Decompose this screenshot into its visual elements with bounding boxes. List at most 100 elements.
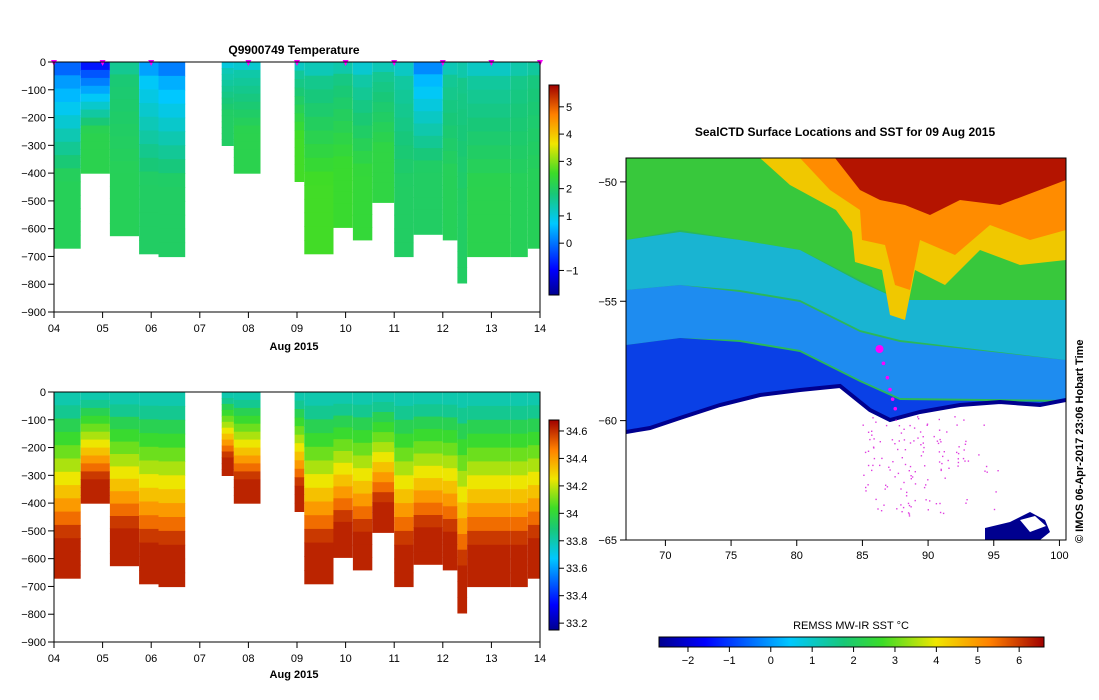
temperature-cell [442,163,458,177]
temperature-cell [54,168,81,183]
temperature-cell [80,109,110,119]
track-dot [891,439,894,441]
track-dot [929,500,931,502]
track-dot [914,483,917,485]
temperature-cell [294,113,305,123]
salinity-cell [80,455,110,464]
salinity-cell [510,503,528,518]
salinity-cell [413,404,443,418]
lat-tick-label: −55 [598,296,617,308]
temperature-cell [352,74,373,88]
temperature-cell [527,155,540,169]
temperature-cell [372,72,395,83]
temperature-cell [158,145,186,160]
temperature-cell [294,138,305,148]
track-dot [903,439,906,441]
temperature-cell [467,131,511,146]
track-dot [901,457,903,459]
x-tick-label: 04 [48,323,60,335]
temperature-cell [158,117,186,133]
salinity-cell [233,479,261,488]
temperature-cell [442,189,458,203]
temperature-cell [413,148,443,161]
temperature-cell [221,133,234,140]
track-dot [920,444,922,446]
current-location-marker [875,345,884,353]
map-colorbar-tick-label: −1 [723,655,736,667]
track-dot [885,484,887,486]
temperature-cell [510,145,528,160]
salinity-cell [139,433,159,448]
salinity-cell [221,469,234,476]
temperature-cell [221,109,234,117]
temperature-cell [394,103,414,119]
salinity-cell [510,489,528,504]
temperature-cell [394,200,414,216]
salinity-cell [80,399,110,409]
salinity-cell [109,416,140,430]
salinity-cell [442,480,458,495]
y-tick-label: −100 [21,85,46,97]
temperature-cell [333,121,353,134]
salinity-cell [467,503,511,518]
salinity-cell [467,572,511,588]
temperature-cell [221,115,234,123]
salinity-cell [510,544,528,560]
temperature-cell [333,180,353,193]
salinity-cell [304,474,334,489]
temperature-cell [304,62,334,77]
salinity-cell [442,442,458,457]
track-dot [895,419,897,421]
y-tick-label: −400 [21,168,46,180]
salinity-cell [372,522,395,533]
temperature-cell [510,75,528,91]
salinity-cell [80,463,110,472]
temperature-cell [413,86,443,100]
x-tick-label: 08 [242,323,254,335]
seal-track-points [875,345,898,411]
track-dot [940,468,942,471]
salinity-cell [527,431,540,446]
salinity-cell [372,462,395,473]
salinity-cell [352,417,373,431]
temperature-cell [413,98,443,112]
salinity-cell [413,416,443,430]
temperature-cell [80,93,110,103]
temperature-cell [304,212,334,227]
temperature-cell [457,172,468,189]
temperature-cell [109,186,140,199]
salinity-cell [304,392,334,407]
temperature-cell [109,198,140,212]
track-dot [910,506,912,508]
salinity-cell [527,524,540,539]
salinity-cell [304,556,334,571]
salinity-cell [333,533,353,547]
salinity-cell [457,534,468,551]
salinity-cell [333,415,353,428]
temperature-cell [413,160,443,174]
salinity-cell [54,511,81,526]
temperature-cell [527,141,540,156]
salinity-cell [394,461,414,476]
temperature-cell [442,176,458,190]
temperature-colorbar [548,84,560,296]
salinity-cell [527,471,540,486]
salinity-cell [109,491,140,505]
salinity-cell [80,392,110,401]
salinity-cell [233,415,261,425]
map-colorbar [658,636,1045,648]
track-dot [985,465,988,468]
y-tick-label: −700 [21,581,46,593]
salinity-cell [304,433,334,448]
temperature-cell [158,131,186,146]
salinity-cell [139,474,159,489]
temperature-cell [413,221,443,235]
salinity-cell [158,544,186,560]
salinity-cell [80,415,110,425]
colorbar-tick-label: 34.6 [566,426,587,438]
temperature-cell [457,156,468,173]
track-point [890,397,895,401]
temperature-cell [294,172,305,182]
track-dot [922,436,924,438]
salinity-cell [413,441,443,455]
